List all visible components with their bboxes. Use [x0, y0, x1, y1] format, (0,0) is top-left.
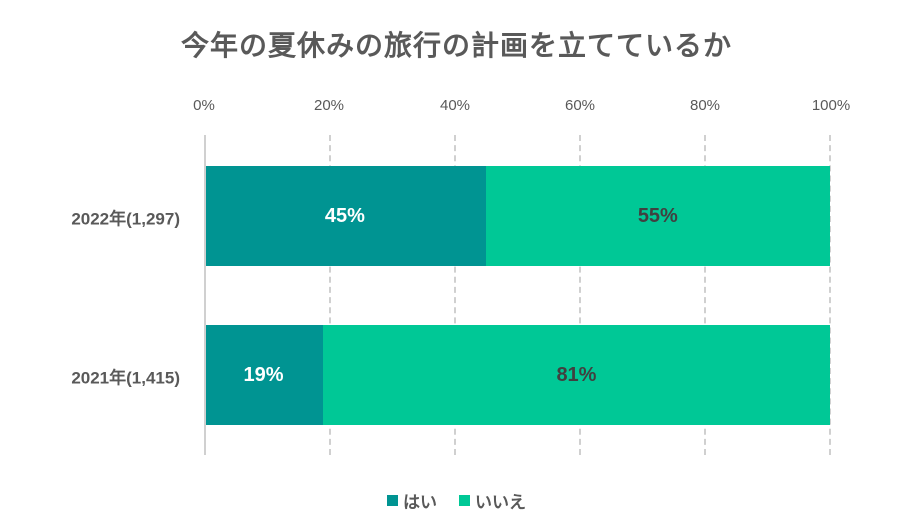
x-tick-0: 0% — [193, 97, 215, 114]
bar-segment-yes-2022: 45% — [204, 166, 486, 266]
bar-segment-no-2021: 81% — [322, 325, 830, 425]
x-tick-20: 20% — [313, 97, 345, 114]
gridline-60 — [579, 135, 581, 455]
legend-label: いいえ — [475, 493, 526, 513]
legend-swatch-icon — [387, 495, 398, 506]
data-label: 55% — [637, 204, 678, 227]
gridline-20 — [329, 135, 331, 455]
x-tick-40: 40% — [439, 97, 471, 114]
gridline-80 — [704, 135, 706, 455]
plot-area: 45% 55% 19% 81% — [204, 135, 831, 455]
x-tick-100: 100% — [811, 97, 851, 114]
data-label: 45% — [324, 204, 365, 227]
y-axis-line — [204, 135, 206, 455]
legend-item-no: いいえ — [459, 488, 526, 513]
data-label: 19% — [243, 363, 284, 386]
chart-title: 今年の夏休みの旅行の計画を立てているか — [180, 29, 732, 62]
legend: はい いいえ — [0, 488, 913, 513]
category-label-2021: 2021年(1,415) — [71, 368, 180, 388]
bar-row-2022: 45% 55% — [204, 166, 830, 266]
bar-segment-yes-2021: 19% — [204, 325, 323, 425]
x-tick-60: 60% — [564, 97, 596, 114]
bar-row-2021: 19% 81% — [204, 325, 830, 425]
data-label: 81% — [556, 363, 597, 386]
gridline-40 — [454, 135, 456, 455]
x-tick-80: 80% — [689, 97, 721, 114]
bar-segment-no-2022: 55% — [485, 166, 830, 266]
category-label-2022: 2022年(1,297) — [71, 209, 180, 229]
gridline-100 — [829, 135, 831, 455]
legend-item-yes: はい — [387, 488, 437, 513]
legend-label: はい — [403, 493, 437, 513]
x-axis-tick-labels: 0% 20% 40% 60% 80% 100% — [0, 97, 913, 117]
legend-swatch-icon — [459, 495, 470, 506]
